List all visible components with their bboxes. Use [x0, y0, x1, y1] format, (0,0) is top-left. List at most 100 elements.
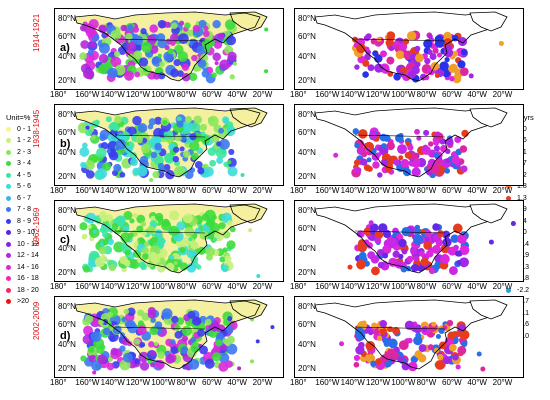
data-cell [201, 135, 210, 145]
data-cell [182, 150, 191, 158]
station-point [459, 245, 470, 256]
station-point [454, 136, 462, 144]
lon-label: 140°W [100, 90, 125, 99]
station-point [448, 343, 457, 352]
data-cell [138, 57, 149, 67]
station-point [429, 164, 440, 175]
station-point [372, 50, 379, 57]
data-cell [202, 30, 210, 38]
data-cell [224, 255, 232, 263]
station-point [424, 57, 431, 65]
legend-percent-swatch [6, 218, 11, 224]
data-cell [201, 213, 210, 221]
station-point [353, 354, 361, 362]
station-point [368, 329, 374, 336]
lon-label: 100°W [151, 90, 176, 99]
country-border [354, 134, 446, 138]
station-point [360, 150, 368, 158]
station-point [386, 141, 395, 151]
country-border [114, 326, 206, 330]
data-cell [170, 339, 176, 345]
data-cell [132, 26, 140, 33]
data-cell [133, 50, 143, 60]
panel-letter: c) [60, 234, 70, 246]
station-point [352, 128, 359, 135]
right-map-panel-2 [294, 104, 524, 186]
legend-percent-swatch [6, 264, 11, 270]
data-cell [102, 239, 109, 246]
station-point [446, 319, 454, 327]
data-cell [176, 120, 184, 128]
ocean-point [339, 341, 345, 347]
legend-percent-label: 18 - 20 [17, 286, 39, 294]
legend-years-swatch [506, 184, 511, 190]
lat-label: 80°N [58, 206, 76, 215]
data-cell [212, 19, 221, 29]
data-cell [98, 53, 109, 64]
data-cell [190, 241, 199, 250]
ocean-point [249, 359, 254, 364]
data-cell [123, 308, 130, 315]
data-cell [188, 358, 200, 370]
station-point [409, 160, 415, 167]
lon-label: 120°W [126, 282, 151, 291]
legend-percent-item: 9 - 10 [6, 227, 39, 239]
data-cell [216, 332, 224, 341]
legend-percent-swatch [6, 172, 11, 178]
data-cell [177, 51, 189, 62]
station-point [360, 158, 368, 166]
station-point [443, 356, 452, 365]
station-point [430, 62, 440, 71]
ocean-point [157, 53, 162, 58]
station-point [363, 35, 370, 42]
data-cell [155, 212, 164, 222]
data-cell [134, 358, 140, 365]
legend-percent-label: 14 - 16 [17, 263, 39, 271]
data-cell [136, 165, 148, 177]
lon-label: 60°W [202, 378, 222, 387]
greenland-outline [229, 11, 268, 32]
data-cell [150, 317, 156, 323]
legend-percent-item: 3 - 4 [6, 158, 39, 170]
station-point [414, 228, 422, 236]
data-cell [79, 24, 87, 32]
data-cell [119, 345, 126, 352]
data-cell [194, 227, 202, 235]
lon-label: 140°W [340, 378, 365, 387]
legend-percent-item: 6 - 7 [6, 193, 39, 205]
station-point [392, 326, 400, 335]
data-cell [185, 115, 192, 123]
station-point [418, 354, 427, 363]
data-cell [85, 212, 97, 224]
data-cell [217, 32, 225, 40]
data-cell [194, 160, 203, 169]
data-cell [223, 161, 229, 167]
data-cell [167, 48, 174, 55]
lon-label: 160°W [315, 186, 340, 195]
station-point [356, 43, 366, 54]
station-point [445, 137, 454, 146]
station-point [397, 144, 408, 155]
station-point [440, 254, 450, 264]
greenland-outline [469, 11, 508, 32]
legend-percent-item: >20 [6, 296, 39, 308]
station-point [366, 242, 373, 249]
lon-label: 180° [290, 90, 307, 99]
lon-label: 160°W [75, 378, 100, 387]
lat-label: 20°N [58, 172, 76, 181]
lon-label: 180° [50, 378, 67, 387]
data-cell [171, 315, 179, 324]
lat-label: 60°N [298, 128, 316, 137]
station-point [460, 165, 468, 173]
ocean-point [188, 237, 193, 242]
station-point [386, 56, 395, 65]
legend-percent-item: 5 - 6 [6, 181, 39, 193]
data-cell [204, 46, 211, 53]
station-point [374, 230, 384, 240]
legend-percent-item: 16 - 18 [6, 273, 39, 285]
data-cell [226, 220, 233, 226]
station-point [416, 135, 422, 141]
data-cell [148, 341, 155, 348]
station-point [362, 59, 370, 67]
station-point [429, 53, 437, 61]
